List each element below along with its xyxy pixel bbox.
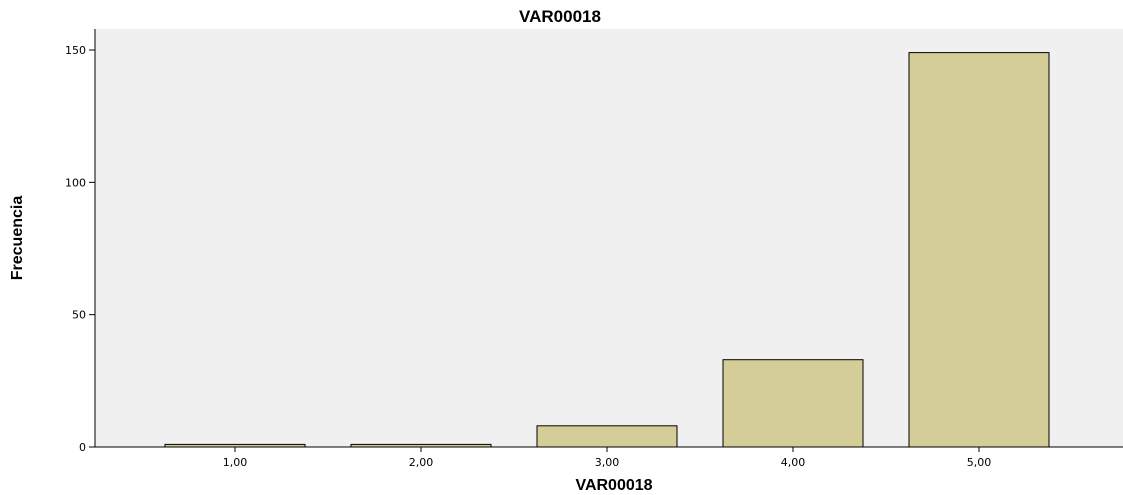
x-tick-label: 1,00 (223, 456, 248, 469)
y-axis-title: Frecuencia (9, 196, 26, 281)
y-tick-label: 150 (65, 44, 86, 57)
bars-group (164, 52, 1050, 448)
x-tick-label: 4,00 (781, 456, 806, 469)
chart-title: VAR00018 (519, 7, 601, 26)
x-tick-label: 5,00 (967, 456, 992, 469)
y-tick-label: 0 (79, 441, 86, 454)
y-axis: 0 50 100 150 (65, 29, 96, 454)
x-tick-label: 2,00 (409, 456, 434, 469)
bar-4 (722, 359, 864, 448)
x-axis: 1,00 2,00 3,00 4,00 5,00 (95, 446, 1123, 469)
y-tick-label: 100 (65, 176, 86, 189)
bar-5 (908, 52, 1050, 448)
bar-3 (536, 425, 678, 448)
x-axis-title: VAR00018 (575, 477, 652, 494)
x-tick-label: 3,00 (595, 456, 620, 469)
y-tick-label: 50 (72, 309, 86, 322)
